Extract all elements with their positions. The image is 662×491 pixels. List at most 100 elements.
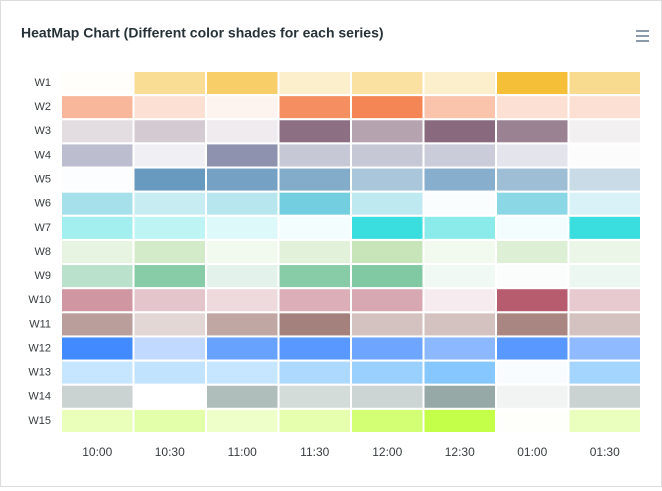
heat-cell — [495, 287, 570, 314]
heat-cell — [205, 238, 280, 266]
heat-cell — [350, 287, 425, 314]
heat-cell — [567, 166, 642, 193]
heat-cell — [495, 263, 570, 290]
heat-cell — [422, 142, 497, 169]
y-tick-label: W1 — [35, 77, 52, 89]
heat-cell — [60, 238, 135, 266]
heat-cell — [205, 335, 280, 362]
heat-cell — [422, 214, 497, 241]
heat-cell — [350, 166, 425, 193]
x-tick-label: 10:00 — [82, 445, 112, 459]
x-tick-label: 11:00 — [228, 445, 257, 459]
heat-cell — [132, 311, 207, 338]
heat-cell — [205, 190, 280, 217]
heat-cell — [567, 263, 642, 290]
y-tick-label: W12 — [28, 342, 51, 354]
heat-cell — [205, 263, 280, 290]
heat-cell — [205, 407, 280, 435]
heat-cell — [132, 142, 207, 169]
heat-cell — [567, 190, 642, 217]
heat-cell — [422, 94, 497, 121]
x-tick-label: 12:00 — [372, 445, 402, 459]
heat-cell — [132, 263, 207, 290]
heat-cell — [422, 70, 497, 97]
heat-cell — [495, 238, 570, 266]
heat-cell — [350, 335, 425, 362]
heat-cell — [60, 214, 135, 241]
heat-cell — [205, 118, 280, 145]
heat-cell — [277, 142, 352, 169]
heat-cell — [350, 190, 425, 217]
heat-cell — [277, 94, 352, 121]
heat-cell — [60, 287, 135, 314]
y-tick-label: W7 — [35, 222, 52, 234]
heat-cell — [422, 311, 497, 338]
heat-cell — [60, 383, 135, 410]
heat-cell — [132, 359, 207, 386]
heat-cell — [567, 359, 642, 386]
heat-cell — [422, 166, 497, 193]
heat-cell — [277, 118, 352, 145]
heat-cell — [60, 70, 135, 97]
heat-cell — [567, 407, 642, 435]
heat-cell — [567, 238, 642, 266]
heat-cell — [277, 70, 352, 97]
y-tick-label: W13 — [28, 367, 51, 379]
heat-cell — [422, 287, 497, 314]
heat-cell — [277, 287, 352, 314]
heat-cell — [495, 311, 570, 338]
heat-cell — [60, 335, 135, 362]
y-tick-label: W8 — [35, 246, 52, 258]
heat-cell — [205, 311, 280, 338]
heat-cell — [277, 166, 352, 193]
heat-cell — [422, 190, 497, 217]
y-tick-label: W14 — [28, 391, 51, 403]
heat-cell — [277, 263, 352, 290]
heat-cell — [60, 263, 135, 290]
heat-cell — [567, 311, 642, 338]
heat-cell — [60, 359, 135, 386]
heat-cell — [205, 359, 280, 386]
heat-cell — [422, 407, 497, 435]
heat-cell — [567, 118, 642, 145]
y-tick-label: W4 — [35, 149, 52, 161]
heat-cell — [495, 94, 570, 121]
heat-cell — [350, 383, 425, 410]
heat-cell — [132, 118, 207, 145]
heat-cell — [205, 214, 280, 241]
heat-cell — [422, 359, 497, 386]
heat-cell — [205, 94, 280, 121]
heat-cell — [205, 383, 280, 410]
y-tick-label: W6 — [35, 198, 52, 210]
heat-cell — [132, 407, 207, 435]
x-tick-label: 01:30 — [590, 445, 620, 459]
heat-cell — [495, 118, 570, 145]
x-tick-label: 01:00 — [517, 445, 547, 459]
heat-cell — [205, 142, 280, 169]
heat-cell — [60, 142, 135, 169]
heat-cell — [422, 263, 497, 290]
y-tick-label: W15 — [28, 415, 51, 427]
heat-cell — [350, 94, 425, 121]
heat-cell — [60, 311, 135, 338]
heat-cell — [350, 70, 425, 97]
y-tick-label: W3 — [35, 125, 52, 137]
heat-cell — [567, 335, 642, 362]
heat-cell — [205, 287, 280, 314]
heat-cell — [567, 142, 642, 169]
y-tick-label: W11 — [29, 318, 51, 330]
heat-cell — [422, 383, 497, 410]
heat-cell — [350, 238, 425, 266]
menu-icon[interactable] — [636, 30, 649, 42]
heat-cell — [495, 214, 570, 241]
heat-cell — [132, 238, 207, 266]
heat-cell — [132, 335, 207, 362]
x-tick-label: 10:30 — [155, 445, 185, 459]
heat-cell — [422, 335, 497, 362]
heat-cell — [132, 214, 207, 241]
y-tick-label: W2 — [35, 101, 52, 113]
heat-cell — [132, 70, 207, 97]
y-tick-label: W5 — [35, 174, 52, 186]
heat-cell — [350, 407, 425, 435]
